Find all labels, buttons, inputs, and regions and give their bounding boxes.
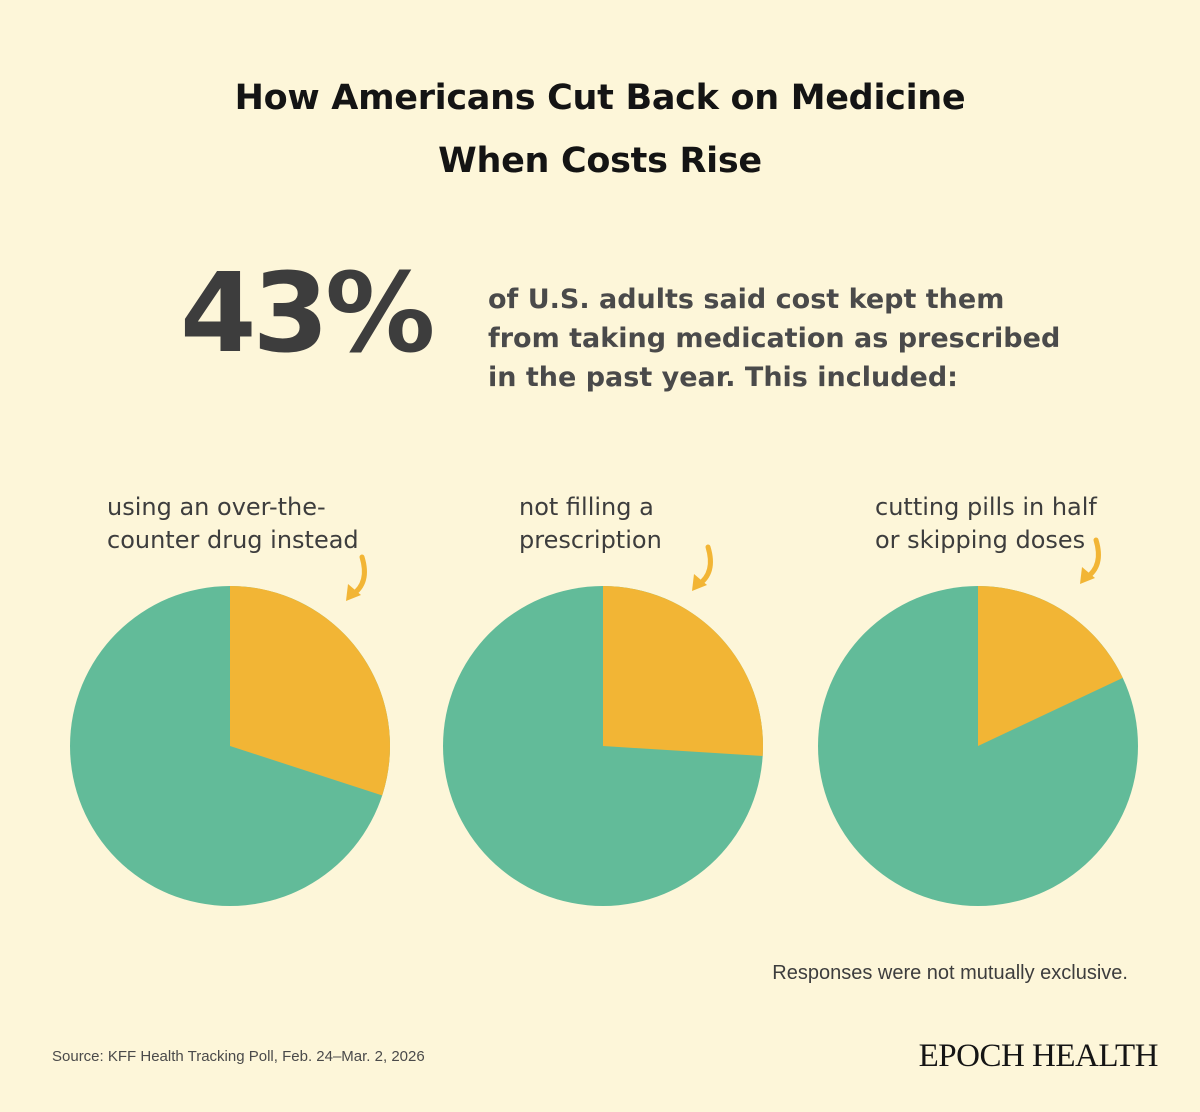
pie-label-cutting-pills: cutting pills in half or skipping doses (875, 491, 1097, 557)
exclusivity-note: Responses were not mutually exclusive. (772, 962, 1128, 984)
pie-highlight-slice-otc (230, 586, 391, 796)
pie-label-otc-line-2: counter drug instead (107, 526, 359, 554)
statement-line-3: in the past year. This included: (488, 362, 958, 393)
pie-label-cutting-pills-line-1: cutting pills in half (875, 493, 1097, 521)
statement-line-2: from taking medication as prescribed (488, 323, 1061, 354)
source-note: Source: KFF Health Tracking Poll, Feb. 2… (52, 1048, 425, 1065)
chart-title-line-1: How Americans Cut Back on Medicine (234, 78, 966, 118)
headline-percent: 43% (180, 249, 435, 377)
pie-label-otc-line-1: using an over-the- (107, 493, 326, 521)
statement-line-1: of U.S. adults said cost kept them (488, 284, 1005, 315)
epoch-health-logo: EPOCH HEALTH (918, 1038, 1159, 1074)
pointer-arrow-icon-otc (346, 554, 367, 601)
pie-highlight-slice-not-filling (603, 586, 763, 757)
pie-highlight-slice-cutting-pills (978, 586, 1123, 746)
headline-statement: of U.S. adults said cost kept them from … (488, 280, 1088, 397)
pointer-arrow-icon-cutting-pills (1080, 537, 1101, 584)
chart-title-line-2: When Costs Rise (438, 141, 762, 181)
pie-label-cutting-pills-line-2: or skipping doses (875, 526, 1086, 554)
pointer-arrow-icon-not-filling (692, 544, 713, 591)
pie-label-otc: using an over-the- counter drug instead (107, 491, 359, 557)
pie-label-not-filling-line-1: not filling a (519, 493, 654, 521)
pie-label-not-filling-line-2: prescription (519, 526, 662, 554)
pie-label-not-filling: not filling a prescription (519, 491, 662, 557)
